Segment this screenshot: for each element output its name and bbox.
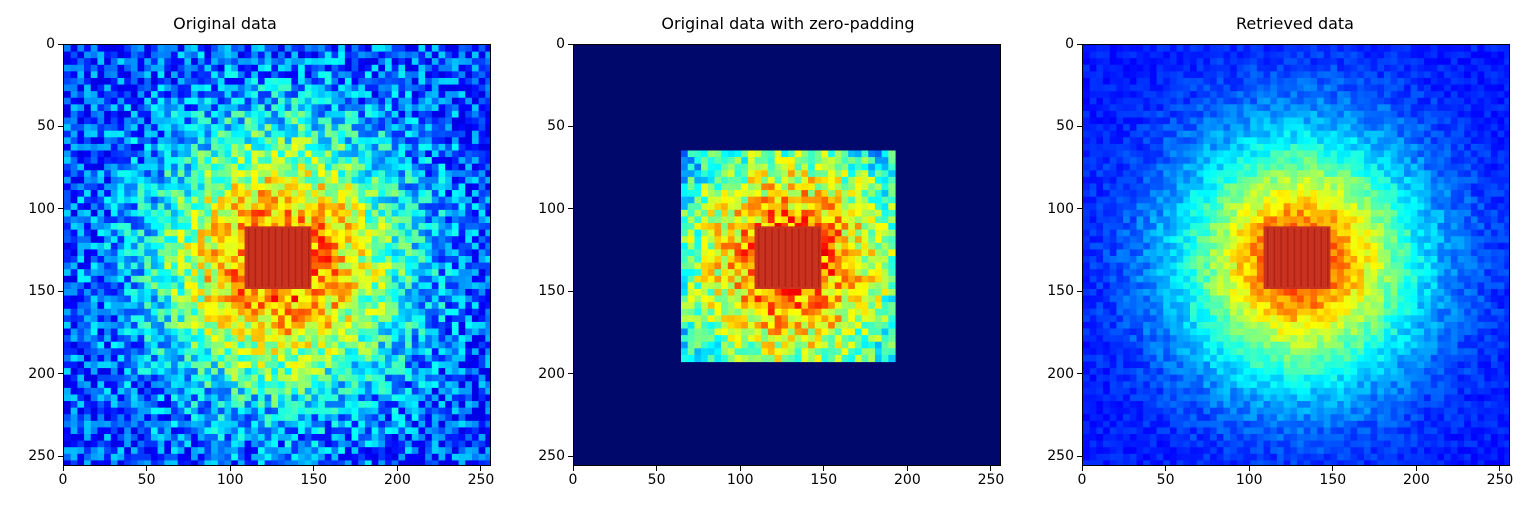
y-tick-mark	[1077, 208, 1082, 209]
y-tick-label: 250	[538, 448, 565, 464]
heatmap-plot	[1082, 44, 1510, 466]
x-tick-mark	[63, 466, 64, 471]
x-tick-label: 200	[894, 472, 921, 488]
y-tick-label: 200	[538, 366, 565, 382]
y-tick-label: 150	[1047, 283, 1074, 299]
x-tick-label: 250	[468, 472, 495, 488]
x-tick-label: 200	[384, 472, 411, 488]
x-tick-label: 50	[138, 472, 156, 488]
y-tick-mark	[58, 126, 63, 127]
chart-title: Retrieved data	[1081, 14, 1509, 33]
x-tick-label: 200	[1403, 472, 1430, 488]
x-tick-label: 100	[727, 472, 754, 488]
x-tick-mark	[480, 466, 481, 471]
y-tick-mark	[1077, 291, 1082, 292]
heatmap-canvas	[574, 45, 1001, 466]
y-tick-label: 200	[1047, 366, 1074, 382]
x-tick-label: 50	[648, 472, 666, 488]
y-tick-mark	[58, 456, 63, 457]
x-tick-label: 100	[217, 472, 244, 488]
y-tick-label: 100	[28, 201, 55, 217]
panel-original-data: Original data 0 50 100 150 200 250 0 50 100 150 20…	[0, 0, 520, 514]
chart-title: Original data	[14, 14, 436, 33]
heatmap-canvas	[64, 45, 491, 466]
x-tick-label: 0	[1078, 472, 1087, 488]
x-tick-mark	[740, 466, 741, 471]
y-tick-mark	[568, 373, 573, 374]
y-tick-mark	[568, 456, 573, 457]
y-tick-mark	[568, 208, 573, 209]
x-tick-mark	[907, 466, 908, 471]
y-tick-mark	[568, 291, 573, 292]
x-tick-mark	[823, 466, 824, 471]
x-tick-mark	[1499, 466, 1500, 471]
x-tick-mark	[656, 466, 657, 471]
x-tick-mark	[146, 466, 147, 471]
x-tick-label: 250	[978, 472, 1005, 488]
x-tick-mark	[1332, 466, 1333, 471]
y-tick-mark	[568, 44, 573, 45]
y-tick-mark	[568, 126, 573, 127]
y-tick-label: 50	[547, 118, 565, 134]
x-tick-mark	[990, 466, 991, 471]
y-tick-label: 0	[46, 36, 55, 52]
x-tick-mark	[1165, 466, 1166, 471]
heatmap-canvas	[1083, 45, 1510, 466]
y-tick-mark	[1077, 373, 1082, 374]
x-tick-label: 150	[1319, 472, 1346, 488]
x-tick-label: 250	[1487, 472, 1514, 488]
x-tick-mark	[1249, 466, 1250, 471]
x-tick-label: 50	[1157, 472, 1175, 488]
y-tick-label: 50	[37, 118, 55, 134]
y-tick-mark	[58, 44, 63, 45]
y-tick-label: 0	[1065, 36, 1074, 52]
chart-title: Original data with zero-padding	[574, 14, 1002, 33]
x-tick-label: 100	[1236, 472, 1263, 488]
y-tick-label: 150	[538, 283, 565, 299]
y-tick-label: 100	[538, 201, 565, 217]
heatmap-plot	[573, 44, 1001, 466]
y-tick-mark	[58, 373, 63, 374]
y-tick-mark	[58, 291, 63, 292]
y-tick-label: 50	[1056, 118, 1074, 134]
x-tick-mark	[397, 466, 398, 471]
x-tick-mark	[1082, 466, 1083, 471]
y-tick-mark	[58, 208, 63, 209]
x-tick-label: 0	[569, 472, 578, 488]
y-tick-mark	[1077, 456, 1082, 457]
x-tick-label: 0	[59, 472, 68, 488]
y-tick-label: 200	[28, 366, 55, 382]
x-tick-mark	[313, 466, 314, 471]
y-tick-label: 100	[1047, 201, 1074, 217]
y-tick-mark	[1077, 44, 1082, 45]
y-tick-mark	[1077, 126, 1082, 127]
x-tick-label: 150	[300, 472, 327, 488]
heatmap-plot	[63, 44, 491, 466]
x-tick-mark	[230, 466, 231, 471]
x-tick-mark	[573, 466, 574, 471]
x-tick-label: 150	[810, 472, 837, 488]
y-tick-label: 150	[28, 283, 55, 299]
y-tick-label: 250	[28, 448, 55, 464]
panel-original-data-zero-padding: Original data with zero-padding 0 50 100 15…	[510, 0, 1030, 514]
panel-retrieved-data: Retrieved data 0 50 100 150 200 250 0 50 100 150 2…	[1019, 0, 1534, 514]
y-tick-label: 0	[556, 36, 565, 52]
x-tick-mark	[1416, 466, 1417, 471]
y-tick-label: 250	[1047, 448, 1074, 464]
